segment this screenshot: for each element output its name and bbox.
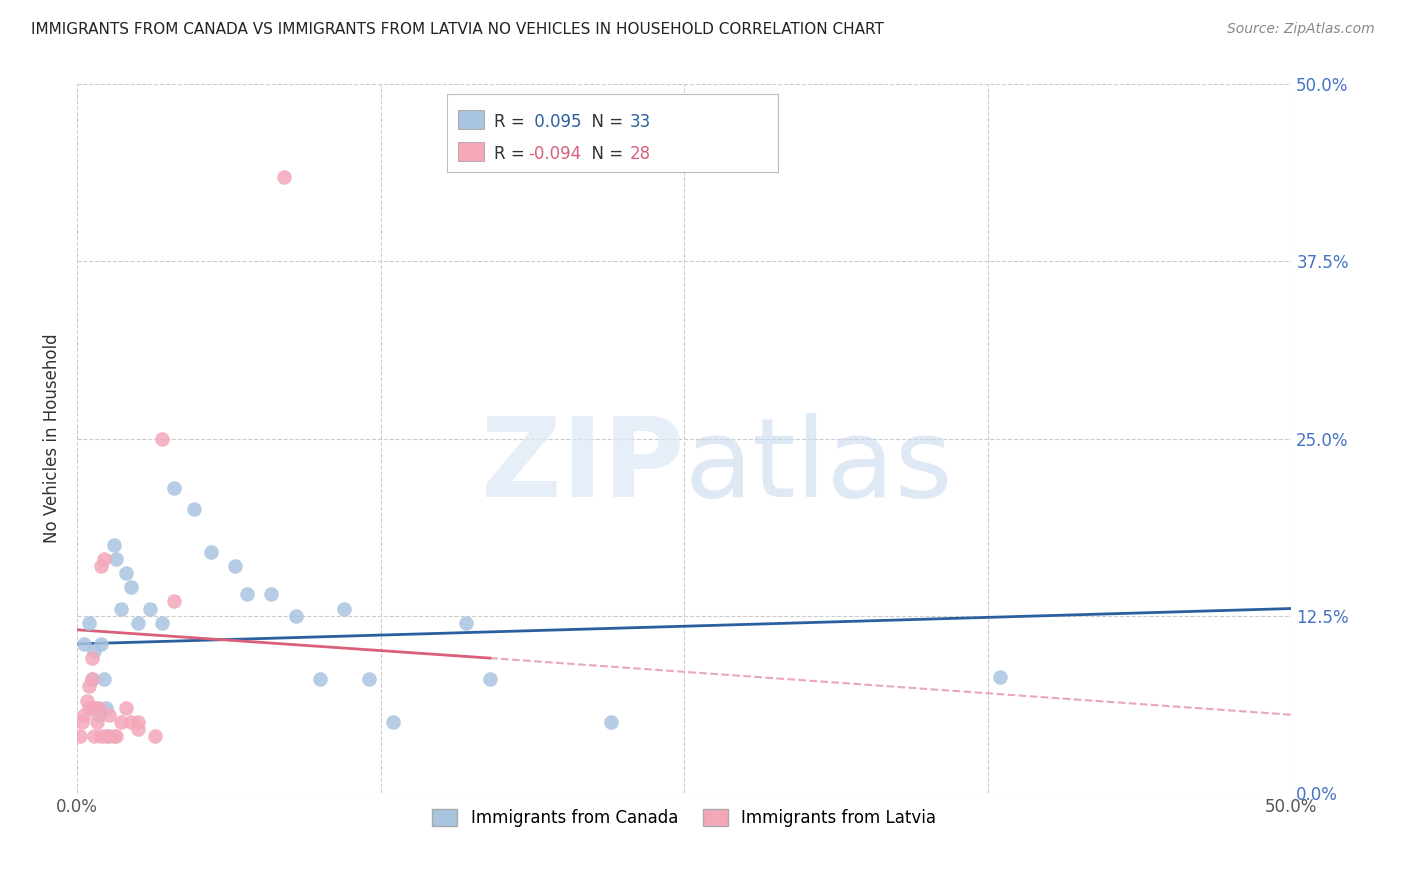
Text: IMMIGRANTS FROM CANADA VS IMMIGRANTS FROM LATVIA NO VEHICLES IN HOUSEHOLD CORREL: IMMIGRANTS FROM CANADA VS IMMIGRANTS FRO… (31, 22, 884, 37)
Text: R =: R = (494, 113, 530, 131)
Point (93, 552, 115, 566)
Point (83, 729, 105, 743)
Point (114, 700, 136, 714)
Point (127, 714, 149, 729)
Point (127, 722, 149, 736)
Point (76, 693, 98, 707)
Point (83, 644, 105, 658)
Text: atlas: atlas (685, 413, 953, 520)
Point (104, 552, 127, 566)
Point (143, 729, 166, 743)
Point (110, 601, 132, 615)
Point (90, 559, 112, 574)
Point (86, 700, 108, 714)
Point (103, 729, 125, 743)
Point (236, 587, 259, 601)
Point (224, 559, 246, 574)
Point (273, 169, 295, 184)
Point (87, 700, 110, 714)
Point (260, 587, 283, 601)
Point (600, 714, 623, 729)
Point (83, 700, 105, 714)
Point (139, 601, 162, 615)
Point (80, 673, 103, 687)
Point (163, 594, 186, 608)
Point (90, 729, 112, 743)
Point (114, 566, 136, 580)
Point (183, 502, 205, 516)
Point (73, 637, 96, 651)
Point (478, 673, 501, 687)
Point (70, 714, 93, 729)
Point (163, 481, 186, 495)
Point (150, 615, 173, 630)
Point (333, 601, 356, 615)
Point (284, 608, 307, 623)
Point (988, 669, 1011, 683)
Text: N =: N = (581, 145, 628, 163)
Y-axis label: No Vehicles in Household: No Vehicles in Household (44, 334, 60, 543)
Point (104, 729, 127, 743)
Point (127, 615, 149, 630)
Point (90, 637, 112, 651)
Point (110, 714, 132, 729)
Point (381, 714, 404, 729)
Point (454, 615, 477, 630)
Point (96, 700, 118, 714)
Point (97, 729, 120, 743)
Point (69, 729, 91, 743)
Legend: Immigrants from Canada, Immigrants from Latvia: Immigrants from Canada, Immigrants from … (426, 803, 943, 834)
Point (77, 700, 100, 714)
Point (357, 673, 380, 687)
Point (120, 580, 142, 594)
Text: N =: N = (581, 113, 628, 131)
Point (73, 707, 96, 722)
Point (80, 673, 103, 687)
Point (150, 432, 173, 446)
Text: -0.094: -0.094 (529, 145, 582, 163)
Point (120, 714, 142, 729)
Point (77, 615, 100, 630)
Point (77, 680, 100, 694)
Text: 28: 28 (630, 145, 651, 163)
Point (86, 714, 108, 729)
Point (93, 673, 115, 687)
Text: 0.095: 0.095 (529, 113, 581, 131)
Point (96, 729, 118, 743)
Text: 33: 33 (630, 113, 651, 131)
Point (309, 673, 332, 687)
Point (103, 538, 125, 552)
Point (80, 651, 103, 665)
Text: ZIP: ZIP (481, 413, 685, 520)
Text: R =: R = (494, 145, 530, 163)
Text: Source: ZipAtlas.com: Source: ZipAtlas.com (1227, 22, 1375, 37)
Point (200, 545, 222, 559)
Point (87, 707, 110, 722)
Point (97, 707, 120, 722)
